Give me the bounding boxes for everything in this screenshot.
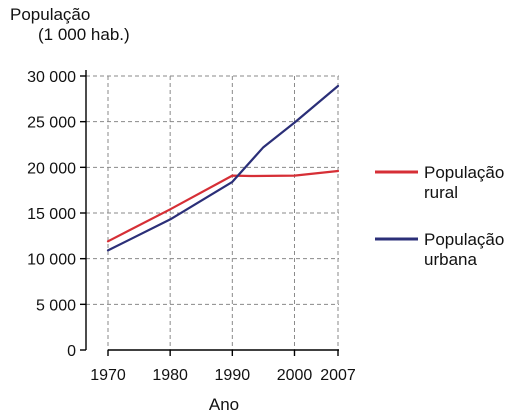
y-tick-label: 15 000	[27, 206, 76, 223]
y-tick-label: 5 000	[36, 297, 76, 314]
axes	[85, 70, 339, 351]
x-tick-label: 2007	[320, 367, 356, 384]
grid	[86, 75, 339, 350]
x-tick-label: 1980	[152, 367, 188, 384]
y-ticks: 0 5 000 10 000 15 000 20 000 25 000 30 000	[27, 69, 86, 360]
x-tick-label: 2000	[277, 367, 313, 384]
legend-label-urbana-line-1: População	[424, 230, 504, 249]
x-ticks: 1970 1980 1990 2000 2007	[90, 350, 356, 384]
y-tick-label: 20 000	[27, 160, 76, 177]
y-tick-label: 25 000	[27, 115, 76, 132]
y-tick-label: 10 000	[27, 252, 76, 269]
y-tick-label: 0	[67, 343, 76, 360]
y-tick-label: 30 000	[27, 69, 76, 86]
y-axis-title-line-1: População	[10, 5, 90, 24]
y-axis-title-line-2: (1 000 hab.)	[38, 25, 130, 44]
series	[106, 84, 340, 252]
legend: População rural População urbana	[375, 163, 504, 269]
x-tick-label: 1990	[215, 367, 251, 384]
legend-label-urbana-line-2: urbana	[424, 250, 477, 269]
series-line-urbana	[106, 84, 340, 252]
series-line-rural	[106, 169, 340, 243]
x-axis-title: Ano	[209, 395, 239, 414]
legend-label-rural-line-1: População	[424, 163, 504, 182]
x-tick-label: 1970	[90, 367, 126, 384]
legend-label-rural-line-2: rural	[424, 183, 458, 202]
